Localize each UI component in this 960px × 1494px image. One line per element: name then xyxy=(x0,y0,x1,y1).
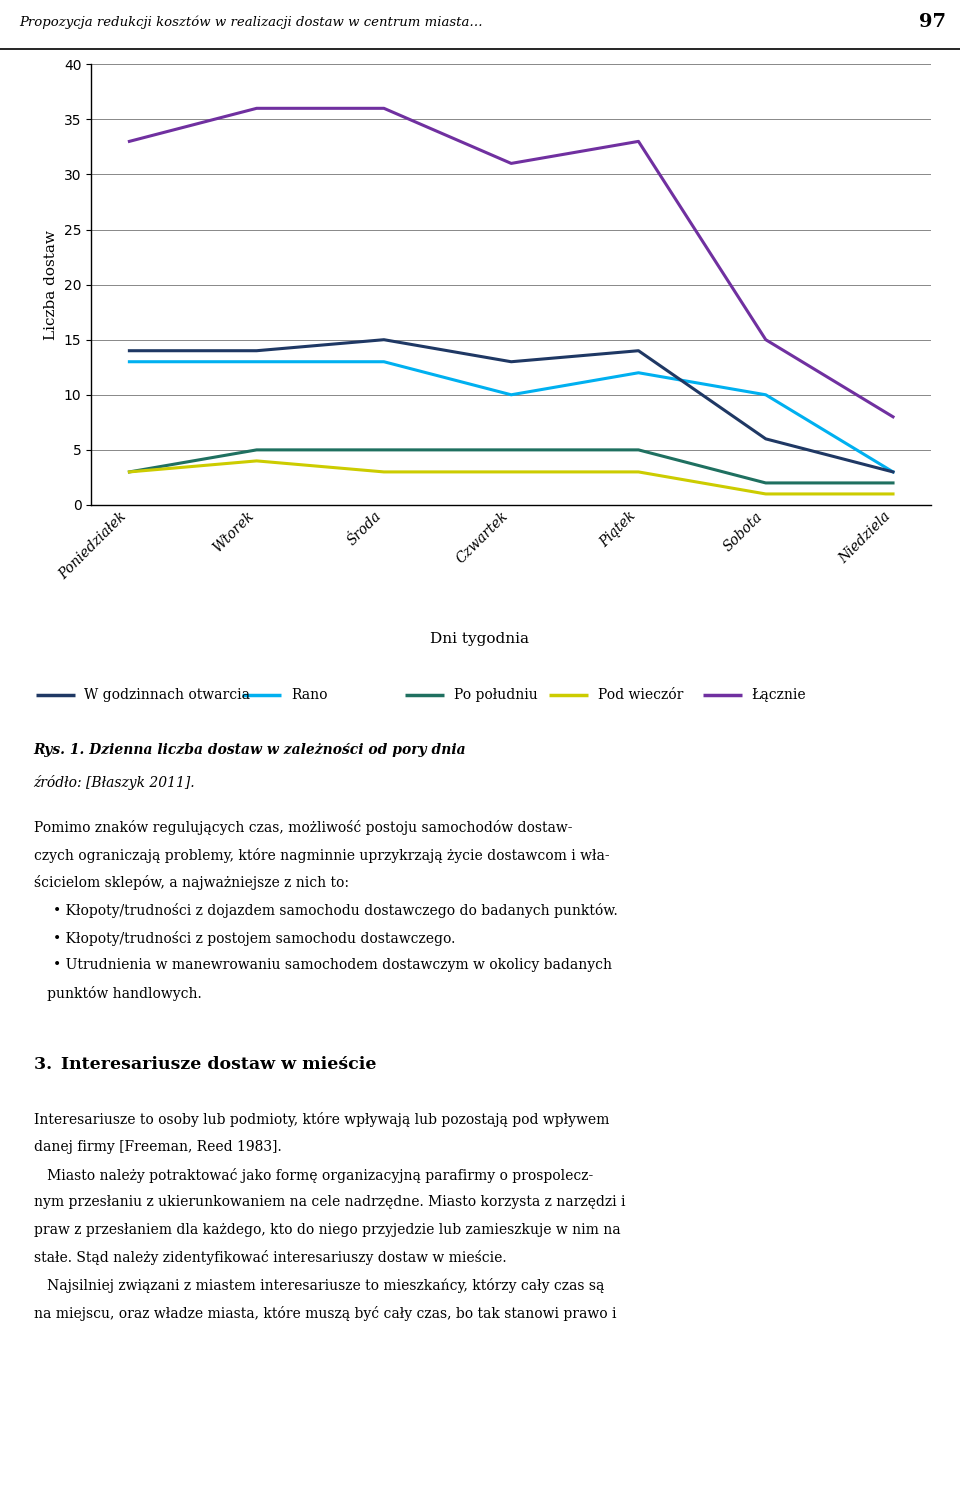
Text: praw z przesłaniem dla każdego, kto do niego przyjedzie lub zamieszkuje w nim na: praw z przesłaniem dla każdego, kto do n… xyxy=(34,1224,620,1237)
Text: Rys. 1. Dzienna liczba dostaw w zależności od pory dnia: Rys. 1. Dzienna liczba dostaw w zależnoś… xyxy=(34,743,467,756)
Text: Propozycja redukcji kosztów w realizacji dostaw w centrum miasta…: Propozycja redukcji kosztów w realizacji… xyxy=(19,15,483,28)
Text: na miejscu, oraz władze miasta, które muszą być cały czas, bo tak stanowi prawo : na miejscu, oraz władze miasta, które mu… xyxy=(34,1306,616,1321)
Text: czych ograniczają problemy, które nagminnie uprzykrzają życie dostawcom i wła-: czych ograniczają problemy, które nagmin… xyxy=(34,849,610,864)
Text: Dni tygodnia: Dni tygodnia xyxy=(430,632,530,645)
Text: Po południu: Po południu xyxy=(454,687,538,702)
Text: Pomimo znaków regulujących czas, możliwość postoju samochodów dostaw-: Pomimo znaków regulujących czas, możliwo… xyxy=(34,820,572,835)
Text: punktów handlowych.: punktów handlowych. xyxy=(34,986,202,1001)
Text: • Kłopoty/trudności z postojem samochodu dostawczego.: • Kłopoty/trudności z postojem samochodu… xyxy=(53,931,455,946)
Text: W godzinnach otwarcia: W godzinnach otwarcia xyxy=(84,687,251,702)
Text: Miasto należy potraktować jako formę organizacyjną parafirmy o prospolecz-: Miasto należy potraktować jako formę org… xyxy=(34,1168,593,1183)
Text: • Utrudnienia w manewrowaniu samochodem dostawczym w okolicy badanych: • Utrudnienia w manewrowaniu samochodem … xyxy=(53,959,612,973)
Text: ścicielom sklepów, a najważniejsze z nich to:: ścicielom sklepów, a najważniejsze z nic… xyxy=(34,875,348,890)
Text: 97: 97 xyxy=(919,13,946,31)
Text: • Kłopoty/trudności z dojazdem samochodu dostawczego do badanych punktów.: • Kłopoty/trudności z dojazdem samochodu… xyxy=(53,904,617,919)
Text: Łącznie: Łącznie xyxy=(752,687,806,702)
Text: danej firmy [Freeman, Reed 1983].: danej firmy [Freeman, Reed 1983]. xyxy=(34,1140,281,1153)
Text: Pod wieczór: Pod wieczór xyxy=(598,687,684,702)
Text: źródło: [Błaszyk 2011].: źródło: [Błaszyk 2011]. xyxy=(34,775,195,790)
Text: 3. Interesariusze dostaw w mieście: 3. Interesariusze dostaw w mieście xyxy=(34,1056,376,1073)
Text: Interesariusze to osoby lub podmioty, które wpływają lub pozostają pod wpływem: Interesariusze to osoby lub podmioty, kt… xyxy=(34,1113,609,1128)
Text: nym przesłaniu z ukierunkowaniem na cele nadrzędne. Miasto korzysta z narzędzi i: nym przesłaniu z ukierunkowaniem na cele… xyxy=(34,1195,625,1209)
Text: Najsilniej związani z miastem interesariusze to mieszkańcy, którzy cały czas są: Najsilniej związani z miastem interesari… xyxy=(34,1279,604,1294)
Text: stałe. Stąd należy zidentyfikować interesariuszy dostaw w mieście.: stałe. Stąd należy zidentyfikować intere… xyxy=(34,1250,506,1265)
Y-axis label: Liczba dostaw: Liczba dostaw xyxy=(44,230,59,339)
Text: Rano: Rano xyxy=(291,687,327,702)
